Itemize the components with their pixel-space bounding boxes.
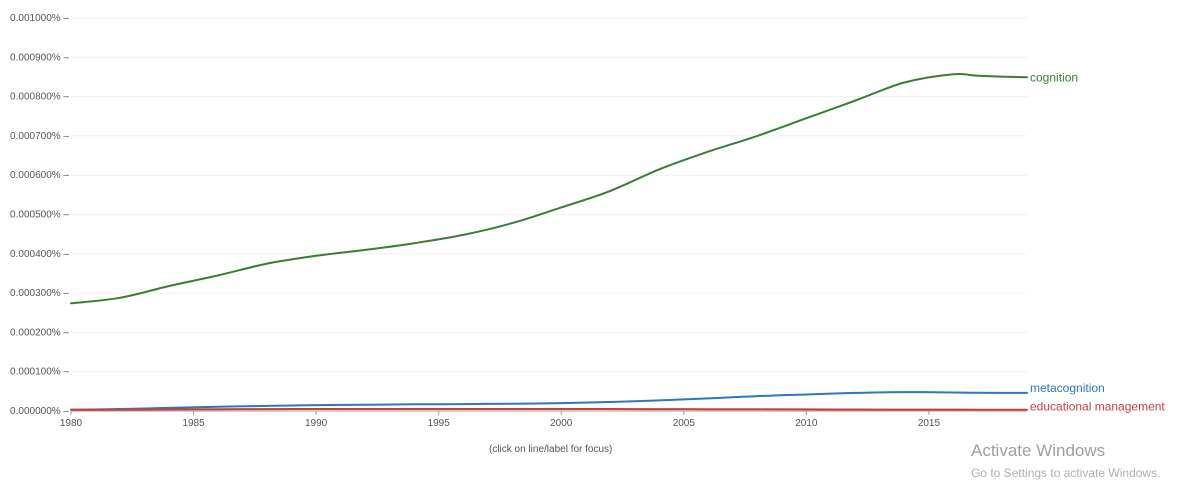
y-tick-label: 0.000000% – [10,406,69,417]
focus-hint: (click on line/label for focus) [489,444,613,455]
y-tick-label: 0.000100% – [10,367,69,378]
y-axis: 0.000000% – 0.000100% – 0.000200% – 0.00030… [10,13,69,417]
series-line-educational-management[interactable] [70,408,1028,411]
x-tick-label: 1985 [182,418,205,429]
y-tick-label: 0.000900% – [10,52,69,63]
y-tick-label: 0.000800% – [10,92,69,103]
y-tick-label: 0.000500% – [10,210,69,221]
y-tick-label: 0.000200% – [10,327,69,338]
x-tick-label: 2010 [795,418,818,429]
x-tick-label: 1980 [60,418,83,429]
y-tick-label: 0.000400% – [10,249,69,260]
x-tick-label: 1990 [305,418,328,429]
series-label-metacognition[interactable]: metacognition [1030,381,1105,395]
y-tick-label: 0.000700% – [10,131,69,142]
y-tick-label: 0.000600% – [10,170,69,181]
y-tick-label: 0.000300% – [10,288,69,299]
series-labels[interactable]: cognition metacognition educational manage… [1030,70,1165,413]
grid-lines [71,17,1027,373]
watermark-subtitle: Go to Settings to activate Windows. [971,466,1161,480]
x-axis: 1980 1985 1990 1995 2000 2005 2010 2015 [60,410,1027,429]
series-line-metacognition[interactable] [70,391,1028,411]
x-tick-label: 2000 [550,418,573,429]
watermark-title: Activate Windows [971,441,1106,460]
series-lines[interactable] [70,72,1028,411]
series-label-educational-management[interactable]: educational management [1030,400,1165,414]
x-tick-label: 2005 [673,418,696,429]
series-label-cognition[interactable]: cognition [1030,70,1078,84]
series-line-cognition[interactable] [70,72,1028,305]
y-tick-label: 0.001000% – [10,13,69,24]
x-tick-label: 1995 [428,418,451,429]
x-tick-label: 2015 [918,418,941,429]
